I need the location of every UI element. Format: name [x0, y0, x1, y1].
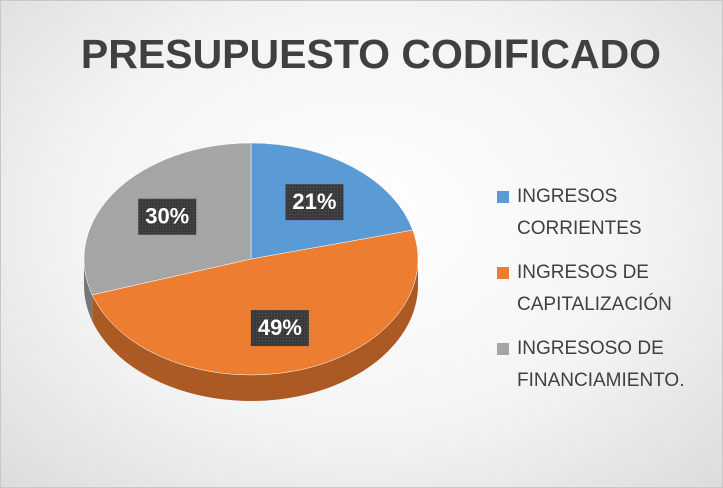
legend-swatch: [497, 267, 509, 279]
legend-label: INGRESOS DE CAPITALIZACIÓN: [517, 262, 672, 315]
legend-label: INGRESOS CORRIENTES: [517, 186, 642, 239]
data-label: 49%: [258, 315, 302, 340]
data-label: 21%: [292, 189, 336, 214]
pie-sides: [84, 259, 419, 402]
pie-side: [84, 259, 93, 321]
data-label-box: [250, 310, 309, 347]
data-label: 30%: [145, 204, 189, 229]
legend-entry: INGRESOS CORRIENTES: [497, 181, 712, 245]
pie-slice: [91, 229, 419, 376]
legend-swatch: [497, 191, 509, 203]
legend-entry: INGRESOSO DE FINANCIAMIENTO.: [497, 333, 712, 397]
data-label-box: [285, 184, 344, 221]
pie-side: [92, 259, 419, 402]
legend: INGRESOS CORRIENTES INGRESOS DE CAPITALIZ…: [497, 181, 712, 409]
legend-label: INGRESOSO DE FINANCIAMIENTO.: [517, 338, 685, 391]
chart-title: PRESUPUESTO CODIFICADO: [81, 31, 661, 77]
legend-swatch: [497, 343, 509, 355]
data-label-box: [138, 198, 197, 235]
data-labels: 21% 49% 30%: [138, 184, 344, 347]
legend-entry: INGRESOS DE CAPITALIZACIÓN: [497, 257, 712, 321]
